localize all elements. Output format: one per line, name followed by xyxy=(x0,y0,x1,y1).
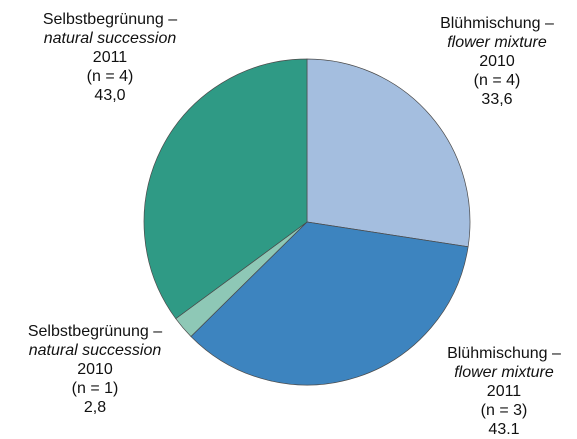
slice-label: Blühmischung – xyxy=(440,15,554,32)
data-label: 33,6 xyxy=(481,91,512,108)
slice-label: (n = 4) xyxy=(474,72,521,89)
slice-label: Selbstbegrünung – xyxy=(28,323,162,340)
slice-label: 2011 xyxy=(487,383,522,400)
slice-label: (n = 1) xyxy=(72,380,119,397)
data-label: 43.1 xyxy=(488,421,519,438)
slice-label: Selbstbegrünung – xyxy=(43,11,177,28)
slice-label: natural succession xyxy=(44,30,177,47)
pie-slice xyxy=(306,58,471,248)
slice-label: (n = 3) xyxy=(481,402,528,419)
pie-slice xyxy=(143,58,308,320)
slice-label: 2011 xyxy=(93,49,128,66)
data-label: 2,8 xyxy=(84,399,106,416)
slice-label: flower mixture xyxy=(447,34,547,51)
pie-slice xyxy=(190,221,469,386)
slice-label: (n = 4) xyxy=(87,68,134,85)
slice-label: Blühmischung – xyxy=(447,345,561,362)
slice-label: 2010 xyxy=(77,361,113,378)
data-label: 43,0 xyxy=(94,87,125,104)
slice-label: flower mixture xyxy=(454,364,554,381)
slice-label: natural succession xyxy=(29,342,162,359)
slice-label: 2010 xyxy=(479,53,515,70)
